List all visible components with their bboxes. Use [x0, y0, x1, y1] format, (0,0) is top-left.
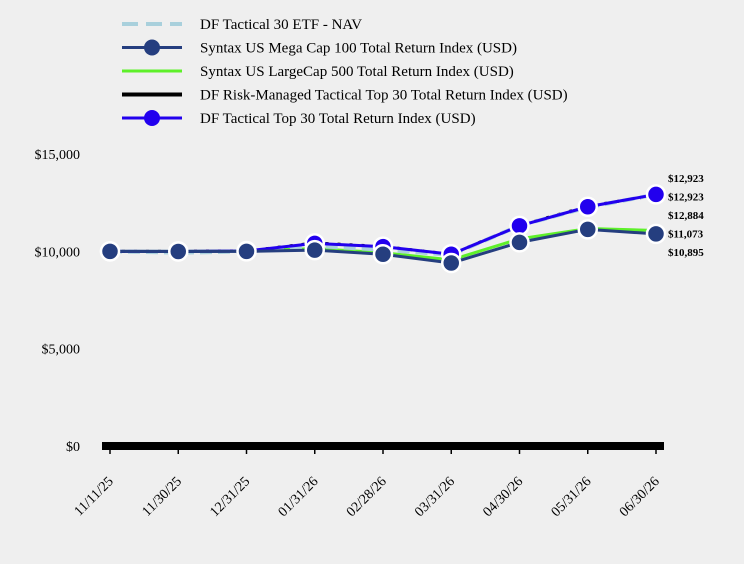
data-point [441, 252, 462, 274]
legend-label: DF Tactical Top 30 Total Return Index (U… [200, 111, 476, 127]
x-axis: 11/11/25 11/30/25 12/31/25 01/31/26 02/28/26… [72, 442, 664, 520]
end-value-label: $10,895 [668, 247, 704, 259]
legend-label: Syntax US LargeCap 500 Total Return Inde… [200, 64, 514, 80]
data-point [236, 241, 257, 262]
end-value-label: $12,923 [668, 173, 704, 185]
legend-label: DF Risk-Managed Tactical Top 30 Total Re… [200, 88, 568, 104]
data-point [577, 196, 598, 218]
x-tick-label: 05/31/26 [549, 474, 595, 520]
legend-label: DF Tactical 30 ETF - NAV [200, 17, 362, 33]
end-value-label: $12,884 [668, 210, 704, 222]
end-value-label: $12,923 [668, 192, 704, 204]
data-point [304, 239, 325, 261]
x-tick-label: 12/31/25 [208, 474, 254, 520]
x-tick-label: 03/31/26 [412, 474, 458, 520]
data-point [509, 232, 530, 253]
legend-label: Syntax US Mega Cap 100 Total Return Inde… [200, 41, 517, 57]
x-tick-label: 06/30/26 [617, 474, 663, 520]
data-point [372, 244, 394, 265]
y-tick-label: $0 [66, 440, 80, 455]
end-labels: $12,923 $12,923 $12,884 $11,073 $10,895 [668, 173, 704, 259]
chart-legend: DF Tactical 30 ETF - NAV Syntax US Mega C… [122, 17, 568, 127]
y-tick-label: $5,000 [42, 343, 81, 358]
legend-swatch-marker [144, 110, 160, 126]
y-tick-label: $15,000 [35, 148, 81, 163]
y-axis: $0 $5,000 $10,000 $15,000 [35, 148, 81, 455]
data-point [577, 219, 598, 240]
series-group [99, 184, 667, 274]
x-tick-label: 02/28/26 [344, 474, 390, 520]
x-tick-label: 11/11/25 [72, 474, 117, 519]
end-value-label: $11,073 [668, 229, 704, 241]
x-tick-label: 01/31/26 [276, 474, 322, 520]
x-tick-label: 11/30/25 [140, 474, 185, 519]
x-tick-label: 04/30/26 [481, 474, 527, 520]
y-tick-label: $10,000 [35, 245, 81, 260]
data-point [645, 223, 667, 245]
data-point [168, 241, 189, 262]
data-point [99, 241, 121, 262]
legend-swatch-marker [144, 39, 160, 56]
data-point [645, 184, 667, 205]
